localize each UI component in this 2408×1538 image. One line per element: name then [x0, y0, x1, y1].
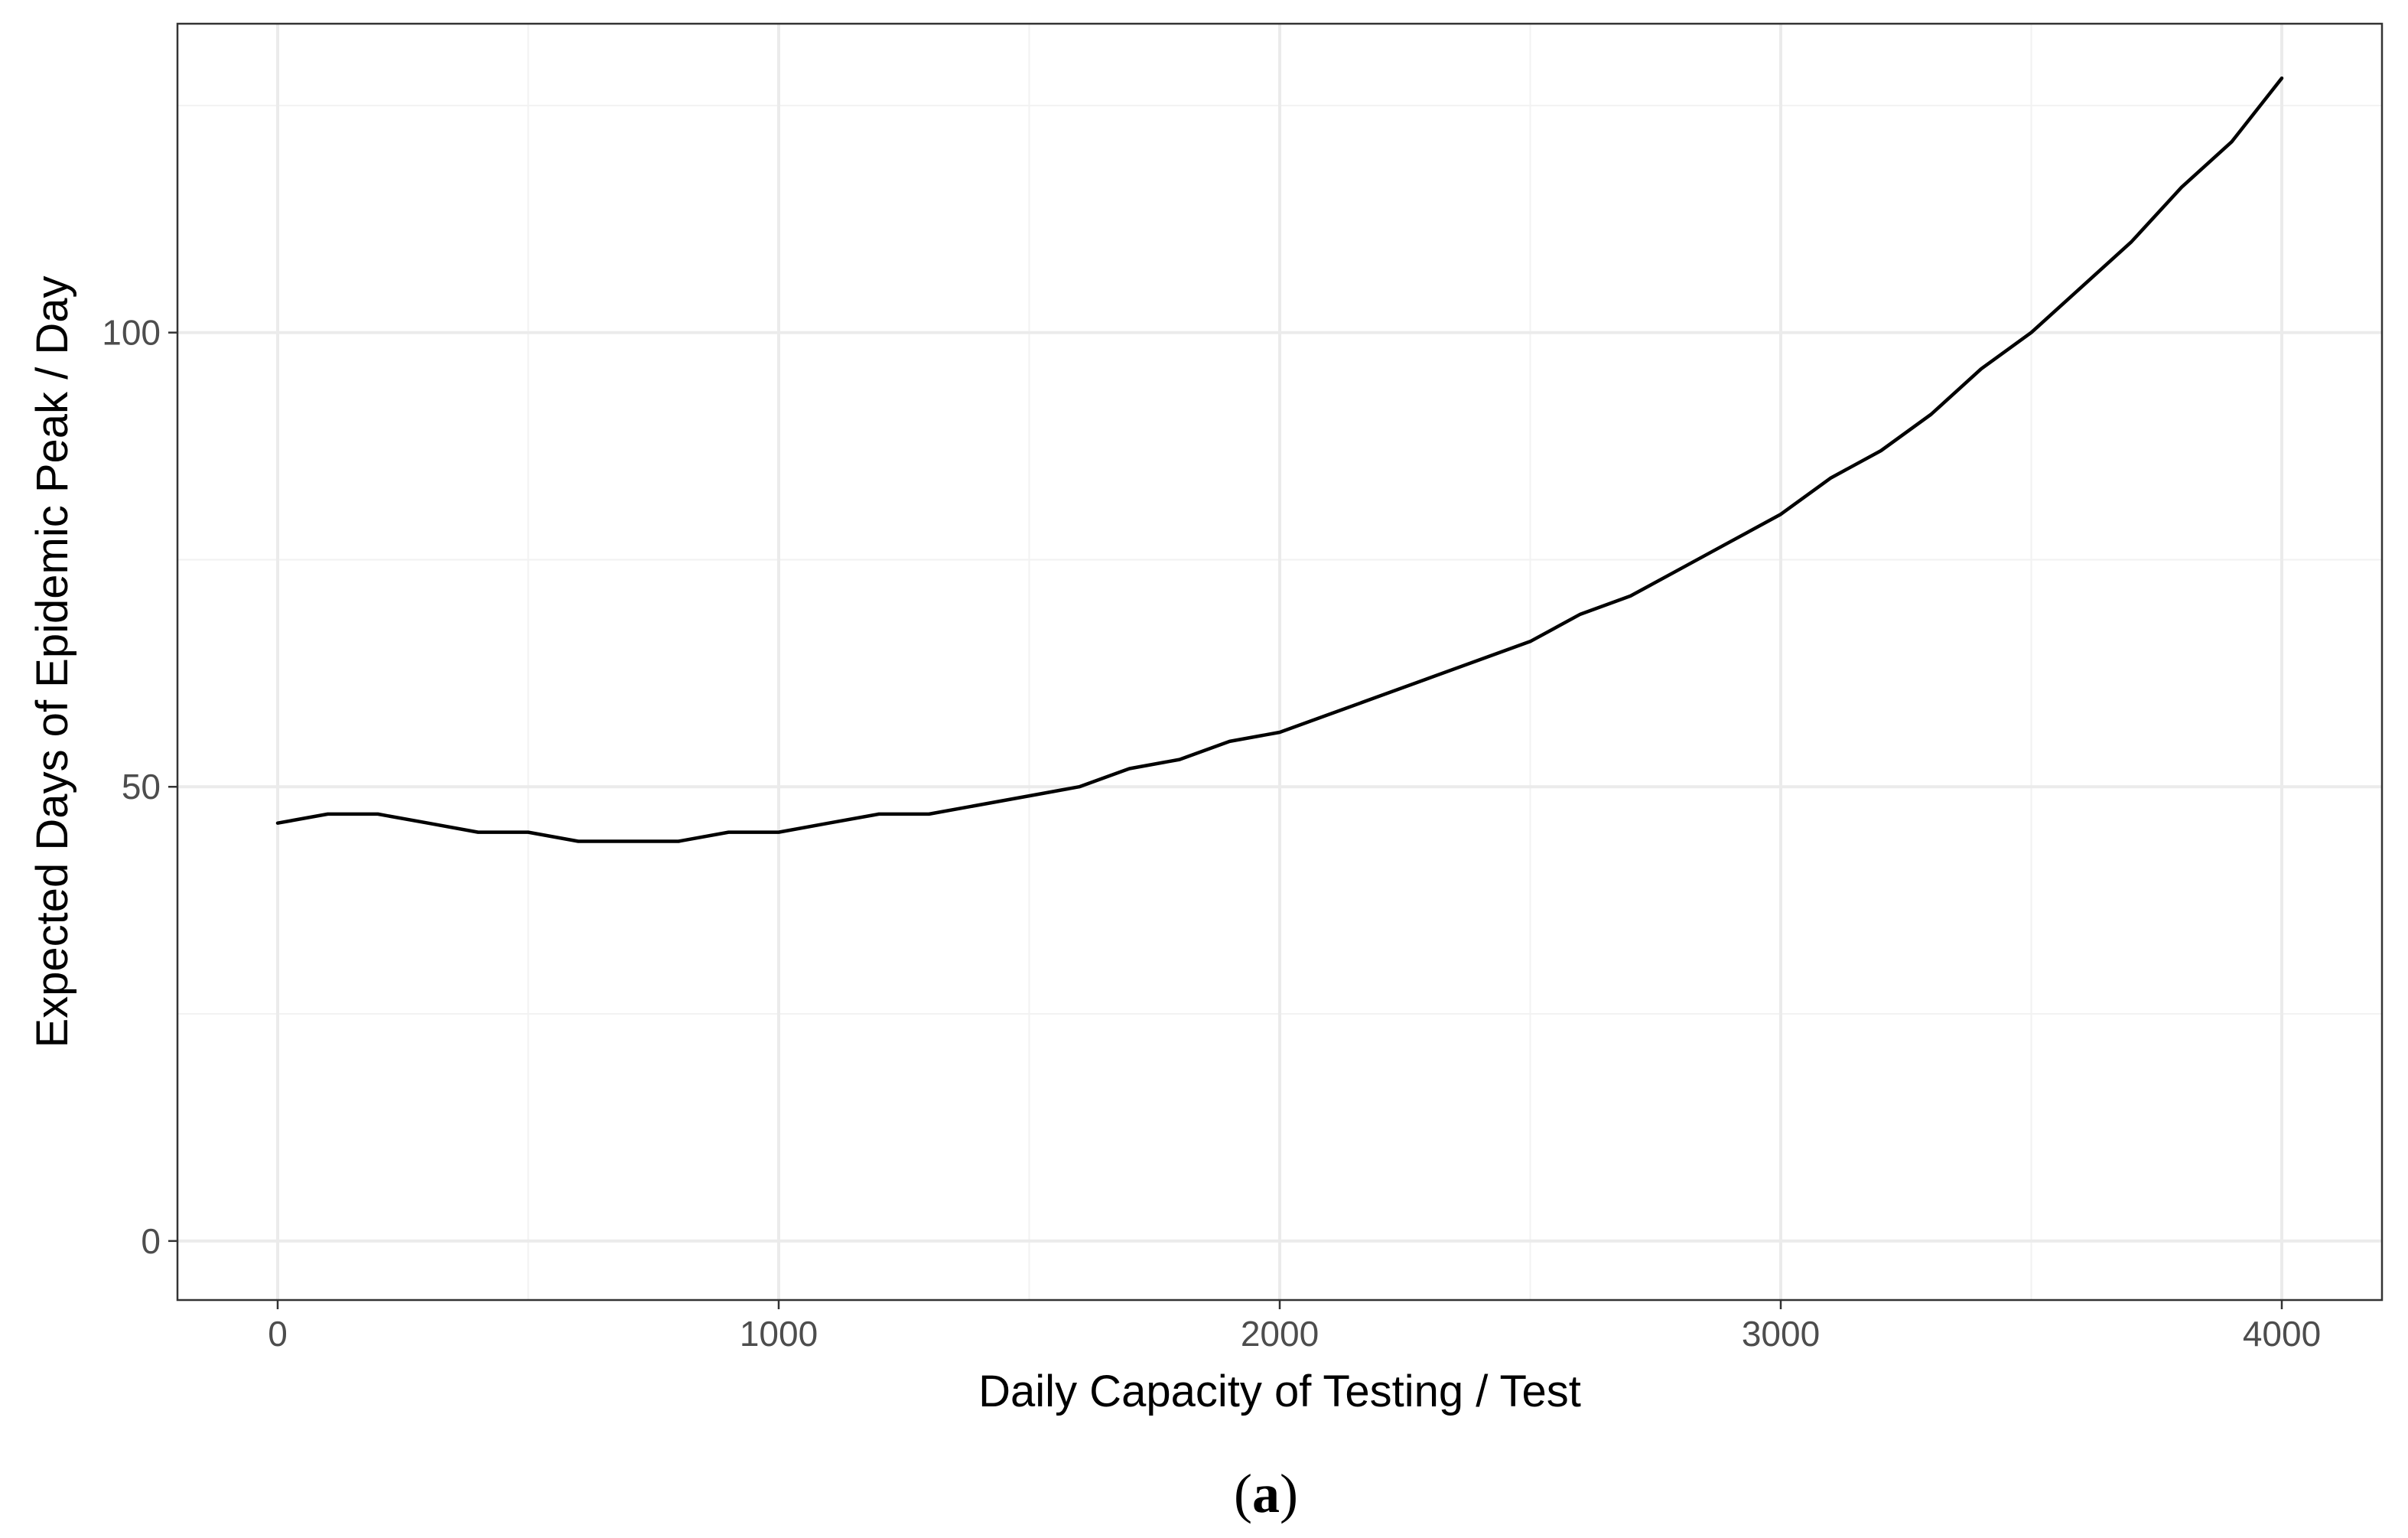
x-tick-label: 3000: [1742, 1314, 1820, 1354]
y-axis-title: Expected Days of Epidemic Peak / Day: [28, 275, 77, 1048]
y-tick-label: 0: [141, 1221, 161, 1261]
caption-close-paren: ): [1280, 1463, 1298, 1524]
series-line-0: [275, 76, 2284, 843]
x-tick-label: 4000: [2243, 1314, 2321, 1354]
series-layer: [275, 76, 2284, 843]
x-tick-label: 1000: [740, 1314, 818, 1354]
x-axis-title: Daily Capacity of Testing / Test: [978, 1367, 1581, 1416]
y-tick-label: 50: [122, 767, 161, 806]
x-axis: 0 1000 2000 3000 4000: [268, 1300, 2321, 1354]
x-tick-label: 0: [268, 1314, 288, 1354]
y-tick-label: 100: [102, 313, 161, 353]
figure-caption: (a): [1234, 1463, 1298, 1524]
caption-open-paren: (: [1234, 1463, 1252, 1524]
major-gridlines: [177, 24, 2382, 1300]
caption-letter: a: [1252, 1463, 1280, 1524]
y-axis: 0 50 100: [102, 313, 177, 1261]
x-tick-label: 2000: [1241, 1314, 1319, 1354]
